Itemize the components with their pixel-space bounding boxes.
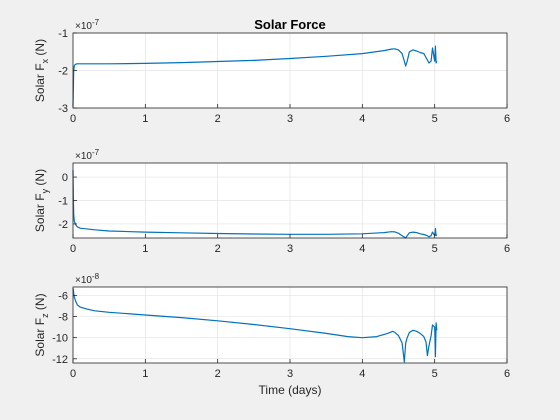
- x-tick-label: 0: [70, 113, 76, 125]
- x-tick-label: 2: [215, 368, 221, 380]
- x-tick-label: 1: [142, 113, 148, 125]
- x-tick-label: 3: [287, 243, 293, 255]
- x-tick-label: 6: [504, 368, 510, 380]
- y-tick-label: -1: [58, 196, 68, 208]
- x-tick-label: 4: [359, 243, 365, 255]
- chart-title: Solar Force: [254, 17, 326, 32]
- y-tick-label: -1: [58, 28, 68, 40]
- x-tick-label: 5: [432, 113, 438, 125]
- x-tick-label: 3: [287, 368, 293, 380]
- y-tick-label: -10: [52, 333, 68, 345]
- exponent-label-fy: ×10-7: [75, 148, 100, 162]
- x-tick-label: 2: [215, 113, 221, 125]
- series-line-fz: [72, 287, 438, 363]
- y-tick-label: -12: [52, 354, 68, 366]
- series-line-fx: [72, 45, 438, 107]
- subplot-fy: 0 1 2 3 4 5 6 -2 -1 0 ×10-7 Solar Fy (N): [33, 148, 510, 255]
- x-tick-label: 1: [142, 243, 148, 255]
- exponent-label-fx: ×10-7: [75, 18, 100, 32]
- y-tick-label: -3: [58, 103, 68, 115]
- x-tick-label: 3: [287, 113, 293, 125]
- x-tick-label: 1: [142, 368, 148, 380]
- series-line-fy: [72, 169, 438, 239]
- x-tick-label: 4: [359, 113, 365, 125]
- ylabel-fx: Solar Fx (N): [33, 39, 50, 102]
- x-tick-label: 6: [504, 243, 510, 255]
- x-tick-label: 6: [504, 113, 510, 125]
- x-tick-label: 2: [215, 243, 221, 255]
- ylabel-fy: Solar Fy (N): [33, 169, 50, 232]
- y-tick-label: -6: [58, 290, 68, 302]
- y-tick-label: -8: [58, 312, 68, 324]
- x-tick-label: 5: [432, 243, 438, 255]
- x-tick-label: 0: [70, 368, 76, 380]
- y-tick-label: 0: [62, 172, 68, 184]
- xlabel-time: Time (days): [259, 383, 322, 397]
- x-tick-label: 5: [432, 368, 438, 380]
- ylabel-fz: Solar Fz (N): [33, 293, 50, 356]
- y-tick-label: -2: [58, 219, 68, 231]
- subplot-fz: 0 1 2 3 4 5 6 -12 -10 -8 -6 ×10-8 Solar Fz (N) Ti…: [33, 272, 510, 397]
- exponent-label-fz: ×10-8: [75, 272, 100, 286]
- y-tick-label: -2: [58, 66, 68, 78]
- subplot-fx: 0 1 2 3 4 5 6 -3 -2 -1 Solar Force ×10-7 Solar F…: [33, 17, 510, 125]
- x-tick-label: 4: [359, 368, 365, 380]
- x-tick-label: 0: [70, 243, 76, 255]
